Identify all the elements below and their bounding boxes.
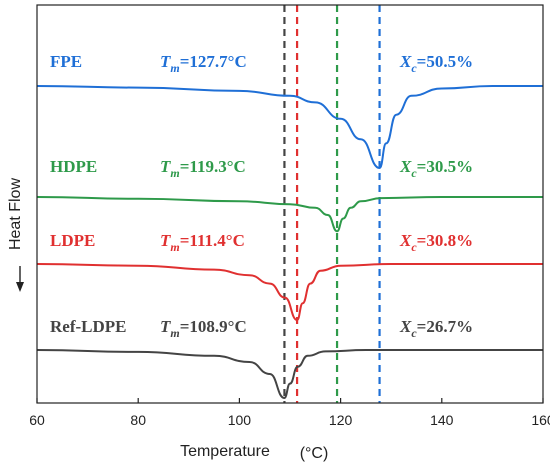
curve-labels: FPE Tm=127.7°C Xc=50.5% HDPE Tm=119.3°C Xc=30… — [50, 52, 473, 340]
tm-label-ref-ldpe: Tm=108.9°C — [160, 317, 247, 340]
tm-label-hdpe: Tm=119.3°C — [160, 157, 246, 180]
y-axis-arrow — [16, 266, 24, 292]
peak-reference-lines — [283, 5, 381, 403]
curve-ldpe — [36, 263, 543, 322]
y-axis-title: Heat Flow — [7, 178, 24, 250]
plot-frame — [36, 4, 544, 404]
x-axis-unit: (°C) — [300, 445, 329, 462]
series-name-ldpe: LDPE — [50, 231, 95, 250]
xc-label-hdpe: Xc=30.5% — [399, 157, 473, 180]
series-name-fpe: FPE — [50, 52, 82, 71]
x-tick-label: 140 — [430, 412, 454, 428]
x-tick-label: 100 — [228, 412, 252, 428]
tm-label-ldpe: Tm=111.4°C — [160, 231, 245, 254]
series-name-hdpe: HDPE — [50, 157, 97, 176]
series-name-ref-ldpe: Ref-LDPE — [50, 317, 126, 336]
x-tick-label: 160 — [531, 412, 550, 428]
curve-hdpe — [36, 195, 543, 233]
x-axis-title: Temperature — [180, 443, 270, 460]
heat-flow-curves — [36, 85, 543, 400]
xc-label-ref-ldpe: Xc=26.7% — [399, 317, 473, 340]
curve-fpe — [36, 85, 543, 170]
curve-ref-ldpe — [36, 348, 543, 400]
xc-label-fpe: Xc=50.5% — [399, 52, 473, 75]
x-axis-ticks: 60 80 100 120 140 160 — [29, 398, 550, 428]
xc-label-ldpe: Xc=30.8% — [399, 231, 473, 254]
x-tick-label: 80 — [130, 412, 146, 428]
x-tick-label: 60 — [29, 412, 45, 428]
x-tick-label: 120 — [329, 412, 353, 428]
tm-label-fpe: Tm=127.7°C — [160, 52, 247, 75]
